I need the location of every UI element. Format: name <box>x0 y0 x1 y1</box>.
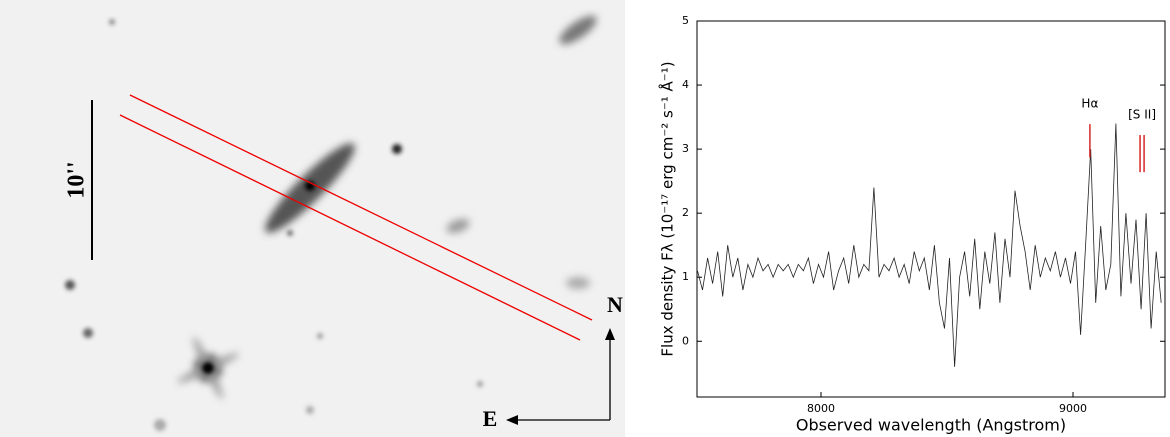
slit-edge <box>119 114 581 341</box>
annotation-label: Hα <box>1081 97 1098 111</box>
y-tick-label: 4 <box>682 78 689 91</box>
x-tick-label: 8000 <box>807 402 835 415</box>
arrow-head <box>605 328 615 340</box>
y-tick-label: 0 <box>682 334 689 347</box>
image-background <box>0 0 625 437</box>
y-tick-label: 5 <box>682 14 689 27</box>
spectrum-chart: Observed wavelength (Angstrom) Flux dens… <box>658 14 1166 435</box>
sky-image: 10'' N E <box>0 0 625 437</box>
x-axis-label: Observed wavelength (Angstrom) <box>796 416 1066 435</box>
east-label: E <box>483 406 498 431</box>
north-label: N <box>607 292 623 317</box>
slit-edge <box>129 94 593 321</box>
y-tick-label: 3 <box>682 142 689 155</box>
plot-frame <box>696 20 1166 398</box>
scale-label: 10'' <box>64 161 90 198</box>
arrow-head <box>506 415 518 425</box>
y-tick-label: 1 <box>682 270 689 283</box>
x-tick-label: 9000 <box>1059 402 1087 415</box>
y-axis-label: Flux density Fλ (10⁻¹⁷ erg cm⁻² s⁻¹ Å⁻¹) <box>658 61 677 356</box>
y-tick-label: 2 <box>682 206 689 219</box>
stars <box>65 19 483 431</box>
spectrum-line <box>697 123 1162 367</box>
annotation-label: [S II] <box>1128 108 1156 122</box>
